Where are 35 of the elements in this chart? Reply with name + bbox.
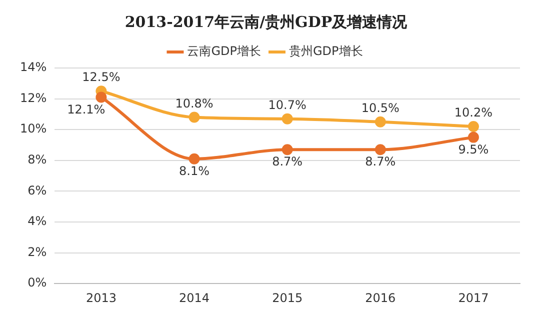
point <box>468 121 479 132</box>
point <box>282 144 293 156</box>
data-label: 10.8% <box>175 96 214 110</box>
y-tick-label: 12% <box>20 90 47 105</box>
data-label: 8.7% <box>272 154 303 169</box>
data-label: 12.5% <box>82 70 120 84</box>
data-label: 10.7% <box>268 98 306 112</box>
y-tick-label: 8% <box>28 152 47 167</box>
data-label: 10.2% <box>454 106 493 120</box>
legend-label: 贵州GDP增长 <box>289 44 363 58</box>
y-tick-label: 4% <box>28 214 47 228</box>
point <box>374 116 386 128</box>
y-tick-label: 14% <box>20 60 47 74</box>
data-label: 10.5% <box>361 101 400 116</box>
data-label: 12.1% <box>67 102 106 116</box>
point <box>374 144 386 156</box>
y-tick-label: 0% <box>28 276 47 290</box>
x-tick-label: 2017 <box>458 290 489 305</box>
y-tick-label: 10% <box>20 122 47 136</box>
data-label: 8.7% <box>365 154 396 169</box>
point <box>282 113 293 124</box>
point <box>188 153 200 164</box>
x-tick-label: 2014 <box>178 290 210 305</box>
y-tick-label: 6% <box>28 183 47 198</box>
chart-title: 2013-2017年云南/贵州GDP及增速情况 <box>124 12 408 31</box>
x-tick-label: 2015 <box>272 290 303 305</box>
data-label: 9.5% <box>458 142 489 156</box>
point <box>468 132 479 143</box>
point <box>96 92 107 103</box>
point <box>188 112 200 123</box>
x-tick-label: 2016 <box>365 290 396 305</box>
legend-label: 云南GDP增长 <box>187 44 262 58</box>
y-tick-label: 2% <box>28 244 47 259</box>
data-label: 8.1% <box>179 164 210 178</box>
x-tick-label: 2013 <box>86 290 116 305</box>
